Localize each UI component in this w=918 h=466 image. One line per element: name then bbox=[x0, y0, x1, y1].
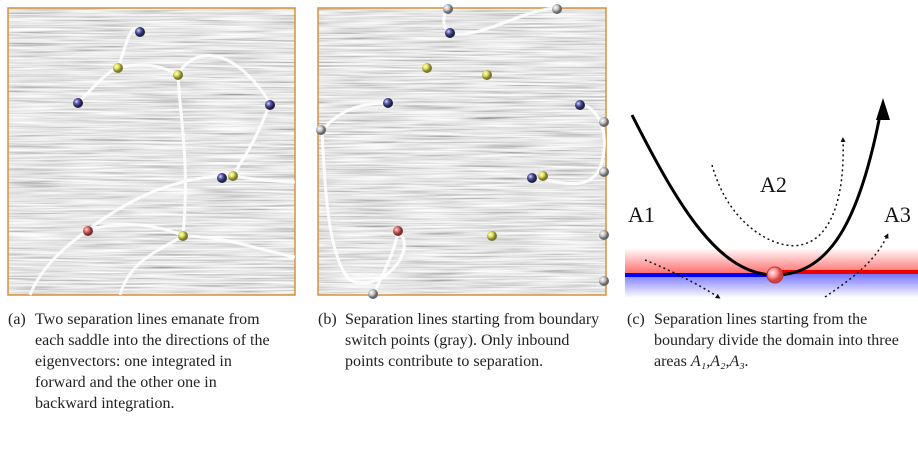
caption-math: A₁,A₂,A₃. bbox=[690, 353, 749, 370]
panel-c-diagram: A1 A2 A3 bbox=[625, 98, 918, 299]
panel-b-image bbox=[316, 4, 609, 299]
caption-text: Separation lines starting from boundary … bbox=[345, 311, 600, 370]
area-label: A3 bbox=[884, 202, 911, 227]
caption-label: (c) bbox=[627, 311, 645, 328]
caption-body: Separation lines starting from the bound… bbox=[654, 311, 899, 370]
caption-text: Separation lines starting from the bound… bbox=[654, 309, 909, 372]
caption-label: (a) bbox=[8, 311, 26, 328]
panel-a-image bbox=[7, 7, 296, 296]
figure: A1 A2 A3 bbox=[7, 4, 918, 299]
area-label: A2 bbox=[760, 172, 787, 197]
caption-label: (b) bbox=[318, 311, 337, 328]
area-label: A1 bbox=[628, 202, 655, 227]
caption-text: Two separation lines emanate from each s… bbox=[35, 311, 270, 412]
